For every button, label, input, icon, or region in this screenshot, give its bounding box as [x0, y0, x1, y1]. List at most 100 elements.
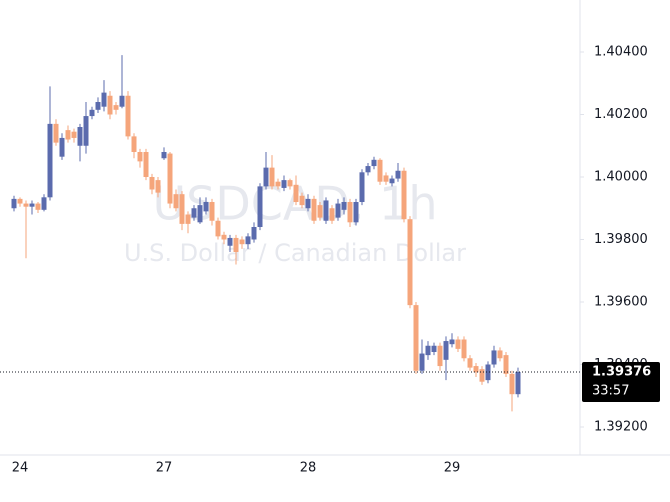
candle-body [353, 202, 359, 223]
watermark-symbol: USDCAD, 1h [153, 177, 438, 231]
candle-body [89, 109, 95, 117]
candle-body [41, 197, 47, 210]
candle-body [203, 202, 209, 212]
candle-body [311, 198, 317, 221]
candle-body [143, 152, 149, 177]
candle-body [497, 350, 503, 359]
candle-body [275, 181, 281, 187]
last-price-box [582, 362, 660, 402]
countdown-label: 33:57 [592, 384, 629, 399]
candle-body [443, 341, 449, 360]
candle-body [419, 353, 425, 371]
candle-body [515, 372, 521, 395]
candle-body [377, 159, 383, 182]
candle-body [317, 205, 323, 218]
candle-body [473, 366, 479, 373]
candle-body [287, 180, 293, 187]
candle-body [95, 102, 101, 110]
candle-body [425, 345, 431, 356]
candle-body [251, 227, 257, 240]
candle-body [365, 166, 371, 173]
candle-body [191, 208, 197, 218]
candle-body [461, 339, 467, 359]
candle-body [341, 202, 347, 210]
candle-body [299, 195, 305, 206]
candle-body [257, 186, 263, 227]
candle-body [359, 172, 365, 202]
candle-body [35, 203, 41, 210]
candle-body [491, 350, 497, 365]
candle-body [125, 95, 131, 137]
last-price-label: 1.39376 [592, 365, 651, 380]
y-tick-label: 1.39200 [594, 420, 648, 435]
candle-body [467, 358, 473, 368]
candle-body [29, 203, 35, 207]
x-tick-label: 29 [444, 461, 461, 476]
y-tick-label: 1.39600 [594, 295, 648, 310]
candle-body [23, 203, 29, 207]
candle-body [53, 123, 59, 143]
candle-body [281, 180, 287, 188]
candle-body [227, 237, 233, 246]
candle-body [77, 127, 83, 146]
candle-body [71, 131, 77, 138]
candle-body [131, 136, 137, 152]
candle-body [407, 219, 413, 306]
candle-body [179, 194, 185, 224]
y-tick-label: 1.40000 [594, 170, 648, 185]
candle-body [161, 152, 167, 159]
x-tick-label: 27 [156, 461, 173, 476]
y-tick-label: 1.40400 [594, 45, 648, 60]
candle-body [293, 184, 299, 202]
candle-body [245, 236, 251, 245]
candle-body [107, 95, 113, 115]
y-tick-label: 1.40200 [594, 107, 648, 122]
candle-body [479, 369, 485, 382]
candle-body [509, 373, 515, 395]
candle-body [173, 194, 179, 209]
watermark-description: U.S. Dollar / Canadian Dollar [124, 239, 466, 267]
x-tick-label: 28 [300, 461, 317, 476]
candle-body [371, 159, 377, 167]
candle-body [263, 167, 269, 187]
candle-body [239, 239, 245, 245]
candle-body [383, 175, 389, 182]
candle-body [185, 214, 191, 224]
candle-body [221, 234, 227, 240]
candle-body [149, 177, 155, 190]
candle-body [449, 339, 455, 345]
candle-body [47, 123, 53, 198]
candle-body [11, 198, 17, 209]
candle-body [65, 130, 71, 140]
candle-body [347, 202, 353, 223]
candle-body [485, 364, 491, 381]
candle-body [455, 339, 461, 349]
candle-body [209, 202, 215, 221]
candle-body [197, 205, 203, 223]
candle-body [215, 220, 221, 237]
candle-body [167, 153, 173, 204]
y-tick-label: 1.39800 [594, 232, 648, 247]
candle-body [413, 305, 419, 371]
candle-body [395, 170, 401, 179]
candle-body [335, 203, 341, 218]
candle-body [155, 180, 161, 193]
candle-body [269, 167, 275, 187]
candle-body [119, 95, 125, 107]
candle-body [389, 178, 395, 184]
candle-body [101, 92, 107, 107]
x-tick-label: 24 [12, 461, 29, 476]
candle-body [503, 355, 509, 374]
candle-body [17, 198, 23, 204]
candle-body [137, 152, 143, 162]
candle-body [431, 345, 437, 352]
candle-body [329, 208, 335, 221]
candle-body [113, 105, 119, 110]
candle-body [323, 200, 329, 221]
candle-body [59, 137, 65, 157]
candle-body [305, 198, 311, 209]
candle-body [233, 237, 239, 252]
candle-body [83, 116, 89, 146]
